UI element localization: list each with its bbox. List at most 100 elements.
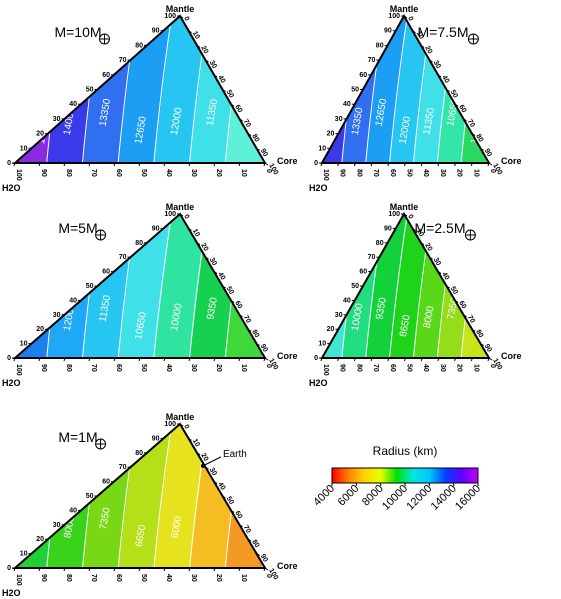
- tick-mark: [454, 162, 457, 167]
- tick-label: 90: [259, 553, 269, 563]
- mass-label: M=1M: [58, 429, 97, 445]
- tick-label: 100: [322, 364, 329, 376]
- tick-label: 10: [20, 145, 28, 152]
- tick-mark: [263, 357, 266, 362]
- tick-mark: [437, 74, 442, 78]
- tick-label: 50: [406, 169, 413, 177]
- tick-mark: [188, 30, 192, 34]
- tick-mark: [213, 74, 218, 78]
- tick-label: 90: [152, 225, 160, 232]
- tick-mark: [163, 357, 166, 362]
- tick-label: 70: [466, 118, 476, 128]
- tick-mark: [205, 466, 209, 470]
- contour-band: [460, 214, 489, 358]
- tick-label: 100: [267, 163, 279, 177]
- tick-label: 50: [351, 87, 359, 94]
- contour-label: 10000: [350, 302, 366, 332]
- tick-mark: [205, 59, 209, 63]
- tick-label: 80: [376, 240, 384, 247]
- tick-label: 90: [339, 364, 346, 372]
- tick-label: 70: [368, 254, 376, 261]
- colorbar-gradient: [331, 467, 479, 484]
- earth-pointer: [204, 456, 222, 466]
- contour-label: 10650: [133, 311, 149, 341]
- tick-label: 10: [318, 341, 326, 348]
- tick-label: 0: [406, 16, 414, 23]
- colorbar-tick-label: 16000: [453, 483, 483, 513]
- tick-label: 60: [115, 169, 122, 177]
- tick-mark: [437, 357, 440, 362]
- tick-mark: [230, 299, 235, 303]
- tick-mark: [263, 162, 266, 167]
- earth-symbol-icon: [467, 33, 479, 45]
- tick-mark: [480, 343, 484, 347]
- tick-mark: [320, 357, 323, 362]
- tick-label: 90: [40, 169, 47, 177]
- tick-label: 30: [335, 116, 343, 123]
- tick-label: 80: [376, 42, 384, 49]
- tick-label: 20: [36, 131, 44, 138]
- tick-label: 40: [422, 364, 429, 372]
- tick-label: 60: [115, 574, 122, 582]
- tick-mark: [470, 162, 473, 167]
- tick-mark: [63, 162, 66, 167]
- tick-label: 80: [474, 329, 484, 339]
- contour-label: 6000: [169, 515, 184, 539]
- tick-label: 60: [102, 269, 110, 276]
- tick-label: 70: [119, 57, 127, 64]
- axis-label-mantle: Mantle: [166, 202, 195, 212]
- tick-label: 0: [182, 214, 190, 221]
- tick-mark: [239, 314, 243, 318]
- axis-label-mantle: Mantle: [390, 4, 419, 14]
- tick-label: 70: [368, 57, 376, 64]
- axis-label-core: Core: [501, 156, 522, 166]
- tick-mark: [247, 328, 252, 332]
- tick-label: 30: [439, 169, 446, 177]
- tick-mark: [387, 162, 390, 167]
- tick-label: 0: [489, 169, 496, 173]
- tick-mark: [188, 357, 191, 362]
- contour-label: 13350: [350, 106, 366, 136]
- contour-line: [153, 16, 173, 163]
- tick-label: 60: [457, 104, 467, 114]
- mass-label: M=10M: [54, 24, 101, 40]
- tick-mark: [238, 357, 241, 362]
- tick-label: 10: [20, 341, 28, 348]
- tick-label: 70: [372, 169, 379, 177]
- tick-mark: [437, 162, 440, 167]
- tick-mark: [213, 271, 218, 275]
- tick-mark: [463, 314, 467, 318]
- tick-mark: [213, 357, 216, 362]
- contour-label: 11350: [422, 107, 438, 136]
- tick-label: 90: [152, 435, 160, 442]
- tick-label: 40: [165, 574, 172, 582]
- tick-label: 20: [423, 45, 433, 55]
- axis-label-h2o: H2O: [309, 183, 328, 193]
- tick-label: 0: [489, 364, 496, 368]
- tick-mark: [163, 567, 166, 572]
- tick-label: 100: [322, 169, 329, 181]
- tick-mark: [470, 357, 473, 362]
- tick-mark: [256, 343, 260, 347]
- contour-label: 12650: [133, 115, 149, 145]
- tick-label: 10: [20, 551, 28, 558]
- tick-label: 100: [267, 358, 279, 372]
- contour-label: 8000: [422, 305, 437, 329]
- tick-mark: [38, 162, 41, 167]
- tick-label: 0: [182, 16, 190, 23]
- tick-mark: [230, 103, 235, 107]
- tick-label: 0: [7, 160, 11, 167]
- tick-mark: [437, 271, 442, 275]
- tick-label: 30: [190, 364, 197, 372]
- axis-label-core: Core: [277, 561, 298, 571]
- tick-label: 40: [165, 364, 172, 372]
- tick-label: 40: [69, 297, 77, 304]
- tick-mark: [179, 15, 184, 19]
- tick-mark: [320, 162, 323, 167]
- tick-label: 50: [140, 574, 147, 582]
